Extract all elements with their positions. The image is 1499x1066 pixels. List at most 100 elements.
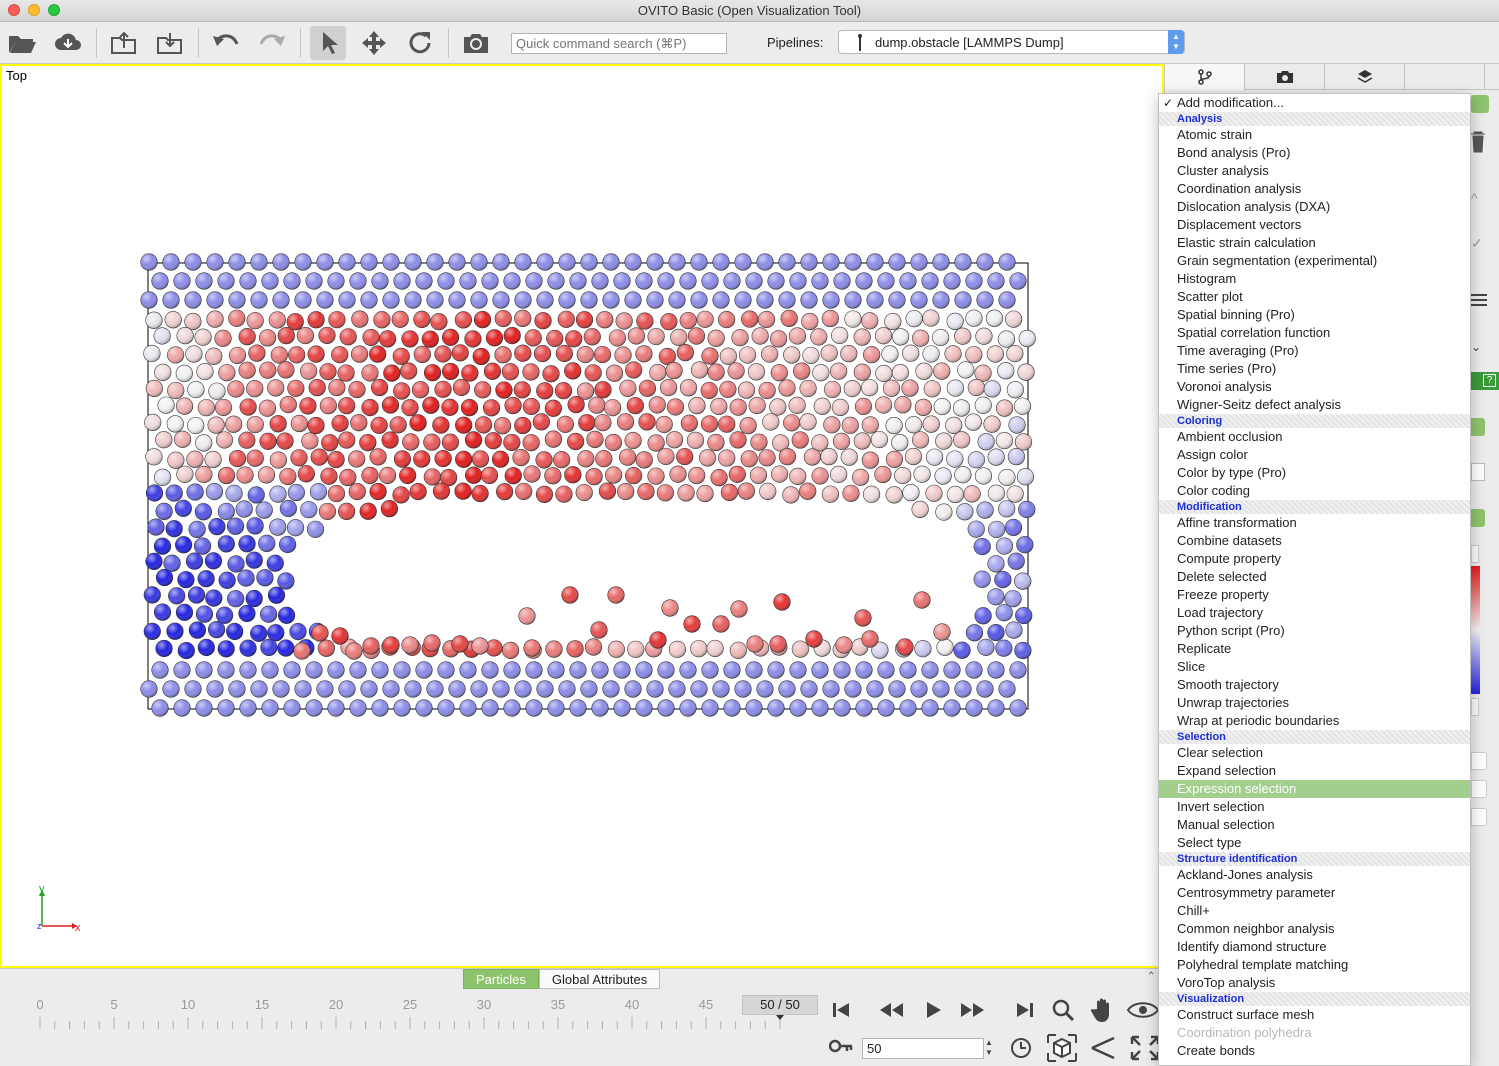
viewport-top[interactable]: Top x y z	[0, 64, 1164, 968]
combo-arrow-c[interactable]	[1471, 509, 1485, 527]
menu-item-elastic-strain-calculation[interactable]: Elastic strain calculation	[1177, 235, 1316, 250]
check-icon[interactable]: ✓	[1471, 235, 1483, 251]
menu-item-add-modification[interactable]: Add modification...	[1159, 94, 1470, 112]
menu-item-grain-segmentation-experimental[interactable]: Grain segmentation (experimental)	[1177, 253, 1378, 268]
zoom-window-button[interactable]	[48, 4, 60, 16]
fov-icon[interactable]	[1090, 1035, 1116, 1061]
render-active-viewport-button[interactable]	[458, 26, 494, 60]
collapse-chevron-icon[interactable]: ⌄	[1471, 340, 1482, 354]
menu-item-wigner-seitz-defect-analysis[interactable]: Wigner-Seitz defect analysis	[1177, 397, 1342, 412]
orbit-button[interactable]	[1126, 995, 1160, 1025]
selection-mode-button[interactable]	[310, 26, 346, 60]
input-fragment[interactable]	[1471, 780, 1487, 798]
menu-item-invert-selection[interactable]: Invert selection	[1177, 799, 1265, 814]
tab-overlays[interactable]	[1325, 64, 1405, 90]
menu-item-scatter-plot[interactable]: Scatter plot	[1177, 289, 1243, 304]
menu-item-common-neighbor-analysis[interactable]: Common neighbor analysis	[1177, 921, 1335, 936]
menu-item-ambient-occlusion[interactable]: Ambient occlusion	[1177, 429, 1283, 444]
menu-item-chill[interactable]: Chill+	[1177, 903, 1210, 918]
quick-command-search-input[interactable]	[511, 33, 727, 54]
menu-item-clear-selection[interactable]: Clear selection	[1177, 745, 1263, 760]
menu-item-combine-datasets[interactable]: Combine datasets	[1177, 533, 1282, 548]
pan-button[interactable]	[1086, 995, 1120, 1025]
input-fragment[interactable]	[1471, 545, 1479, 563]
current-frame-input[interactable]: 50	[862, 1038, 984, 1059]
menu-item-color-by-type-pro[interactable]: Color by type (Pro)	[1177, 465, 1287, 480]
menu-item-centrosymmetry-parameter[interactable]: Centrosymmetry parameter	[1177, 885, 1336, 900]
menu-item-expand-selection[interactable]: Expand selection	[1177, 763, 1277, 778]
menu-item-construct-surface-mesh[interactable]: Construct surface mesh	[1177, 1007, 1315, 1022]
import-button[interactable]	[152, 26, 188, 60]
menu-item-create-bonds[interactable]: Create bonds	[1177, 1043, 1256, 1058]
menu-item-polyhedral-template-matching[interactable]: Polyhedral template matching	[1177, 957, 1349, 972]
menu-item-time-averaging-pro[interactable]: Time averaging (Pro)	[1177, 343, 1299, 358]
input-fragment[interactable]	[1471, 698, 1479, 716]
minimize-window-button[interactable]	[28, 4, 40, 16]
redo-button[interactable]	[254, 26, 290, 60]
menu-item-bond-analysis-pro[interactable]: Bond analysis (Pro)	[1177, 145, 1291, 160]
load-remote-button[interactable]	[50, 26, 86, 60]
tab-global-attributes[interactable]: Global Attributes	[538, 969, 661, 989]
rotate-mode-button[interactable]	[402, 26, 438, 60]
zoom-all-icon[interactable]	[1046, 1033, 1078, 1063]
viewport-caption[interactable]: Top	[6, 68, 27, 83]
menu-item-coordination-analysis[interactable]: Coordination analysis	[1177, 181, 1302, 196]
maximize-icon[interactable]	[1130, 1035, 1160, 1061]
menu-item-freeze-property[interactable]: Freeze property	[1177, 587, 1269, 602]
menu-item-ackland-jones-analysis[interactable]: Ackland-Jones analysis	[1177, 867, 1313, 882]
menu-item-displacement-vectors[interactable]: Displacement vectors	[1177, 217, 1302, 232]
modifier-dropdown-arrow[interactable]	[1471, 95, 1489, 113]
animation-key-icon[interactable]	[829, 1039, 853, 1053]
menu-item-load-trajectory[interactable]: Load trajectory	[1177, 605, 1263, 620]
move-up-chevron-icon[interactable]: ^	[1471, 190, 1478, 206]
combo-arrow-a[interactable]	[1471, 418, 1485, 436]
pipeline-selector[interactable]: dump.obstacle [LAMMPS Dump] ▲ ▼	[838, 30, 1185, 54]
step-forward-button[interactable]	[956, 995, 990, 1025]
frame-spinner-arrows-icon[interactable]: ▲ ▼	[985, 1038, 993, 1057]
menu-item-delete-selected[interactable]: Delete selected	[1177, 569, 1267, 584]
input-fragment[interactable]	[1471, 808, 1487, 826]
menu-item-vorotop-analysis[interactable]: VoroTop analysis	[1177, 975, 1276, 990]
menu-item-smooth-trajectory[interactable]: Smooth trajectory	[1177, 677, 1279, 692]
play-button[interactable]	[916, 995, 950, 1025]
jump-to-start-button[interactable]	[824, 995, 858, 1025]
menu-item-affine-transformation[interactable]: Affine transformation	[1177, 515, 1297, 530]
menu-item-assign-color[interactable]: Assign color	[1177, 447, 1248, 462]
help-button[interactable]: ?	[1471, 372, 1499, 390]
undo-button[interactable]	[208, 26, 244, 60]
menu-item-spatial-binning-pro[interactable]: Spatial binning (Pro)	[1177, 307, 1295, 322]
move-mode-button[interactable]	[356, 26, 392, 60]
menu-item-color-coding[interactable]: Color coding	[1177, 483, 1250, 498]
menu-item-replicate[interactable]: Replicate	[1177, 641, 1232, 656]
step-back-button[interactable]	[874, 995, 908, 1025]
frame-counter-thumb[interactable]: 50 / 50	[742, 995, 818, 1015]
expand-inspector-chevron-icon[interactable]: ⌃	[1147, 971, 1156, 982]
menu-item-python-script-pro[interactable]: Python script (Pro)	[1177, 623, 1285, 638]
zoom-button[interactable]	[1046, 995, 1080, 1025]
menu-item-compute-property[interactable]: Compute property	[1177, 551, 1282, 566]
menu-item-slice[interactable]: Slice	[1177, 659, 1206, 674]
input-fragment[interactable]	[1471, 752, 1487, 770]
tab-particles[interactable]: Particles	[463, 969, 539, 989]
menu-item-manual-selection[interactable]: Manual selection	[1177, 817, 1275, 832]
menu-item-identify-diamond-structure[interactable]: Identify diamond structure	[1177, 939, 1327, 954]
menu-item-spatial-correlation-function[interactable]: Spatial correlation function	[1177, 325, 1331, 340]
menu-item-select-type[interactable]: Select type	[1177, 835, 1242, 850]
list-menu-icon[interactable]	[1471, 292, 1487, 311]
animation-settings-clock-icon[interactable]	[1010, 1037, 1032, 1059]
menu-item-histogram[interactable]: Histogram	[1177, 271, 1237, 286]
export-button[interactable]	[106, 26, 142, 60]
menu-item-wrap-at-periodic-boundaries[interactable]: Wrap at periodic boundaries	[1177, 713, 1340, 728]
open-file-button[interactable]	[4, 26, 40, 60]
close-window-button[interactable]	[8, 4, 20, 16]
tab-render[interactable]	[1245, 64, 1325, 90]
menu-item-unwrap-trajectories[interactable]: Unwrap trajectories	[1177, 695, 1289, 710]
menu-item-expression-selection[interactable]: Expression selection	[1159, 780, 1470, 798]
menu-item-cluster-analysis[interactable]: Cluster analysis	[1177, 163, 1269, 178]
delete-modifier-trash-icon[interactable]	[1471, 130, 1485, 157]
tab-pipeline[interactable]	[1165, 64, 1245, 90]
time-slider[interactable]: 0 5 10 15 20 25 30 35 40 45 50 / 50	[0, 991, 822, 1035]
menu-item-atomic-strain[interactable]: Atomic strain	[1177, 127, 1253, 142]
menu-item-dislocation-analysis-dxa[interactable]: Dislocation analysis (DXA)	[1177, 199, 1331, 214]
